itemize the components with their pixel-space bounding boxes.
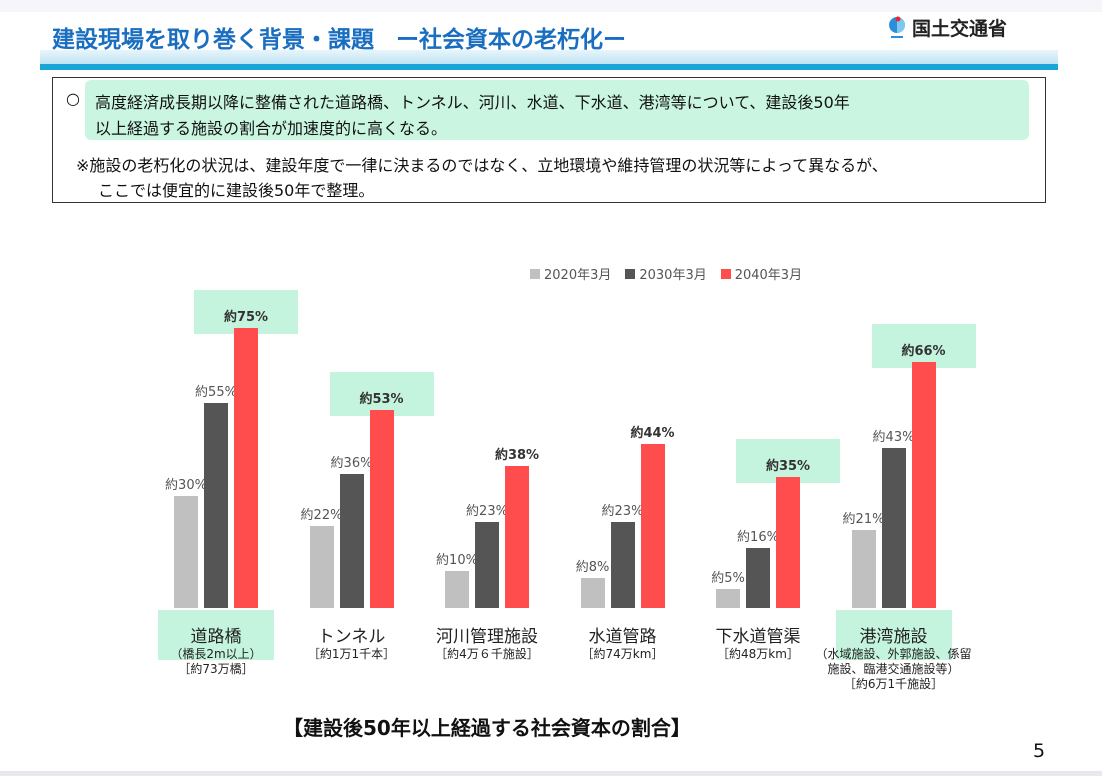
chart-title: 【建設後50年以上経過する社会資本の割合】: [283, 716, 691, 740]
bar-2030年3月: [746, 548, 770, 608]
value-label: 約30%: [165, 478, 207, 494]
bar-2040年3月: [911, 361, 936, 608]
title-sub: ー社会資本の老朽化ー: [396, 27, 626, 53]
category-detail: ［約74万km］: [581, 647, 664, 661]
bar-2040年3月: [776, 477, 800, 608]
label-highlight: [871, 323, 976, 368]
header-band: [40, 50, 1058, 64]
legend-item: 2040年3月: [720, 264, 803, 283]
legend-label: 2040年3月: [734, 268, 803, 283]
page-number: 5: [1033, 740, 1046, 762]
category-detail: ［約73万橋］: [178, 662, 254, 676]
bar-2020年3月: [716, 589, 740, 608]
ministry-name: 国土交通省: [912, 18, 1008, 40]
label-highlight: [194, 290, 298, 335]
top-strip: [0, 0, 1102, 12]
mlit-logo-icon: [889, 16, 905, 38]
value-label: 約66%: [901, 343, 946, 359]
title-main: 建設現場を取り巻く背景・課題: [52, 27, 374, 53]
legend-item: 2030年3月: [625, 264, 707, 283]
category-detail: ［約1万1千本］: [307, 647, 396, 661]
value-label: 約35%: [765, 459, 811, 475]
category-name: 河川管理施設: [435, 627, 538, 647]
label-highlight: [736, 439, 840, 484]
bar-2020年3月: [174, 496, 198, 608]
value-label: 約16%: [737, 530, 779, 546]
bar-2030年3月: [475, 522, 499, 608]
category-label: トンネル ［約1万1千本］: [308, 622, 395, 662]
bar-2040年3月: [369, 410, 394, 608]
bar-2030年3月: [881, 447, 906, 608]
category-detail: （橋長2m以上）: [170, 647, 262, 661]
value-label: 約21%: [842, 511, 885, 527]
category-detail: ［約48万km］: [717, 647, 799, 661]
bar-2030年3月: [204, 402, 228, 608]
value-label: 約8%: [575, 560, 610, 576]
category-name: 道路橋: [190, 627, 242, 647]
ministry-logo: 国土交通省: [888, 14, 1007, 41]
note-line-2: ここでは便宜的に建設後50年で整理。: [98, 181, 375, 200]
value-label: 約53%: [359, 392, 404, 408]
category-label: 河川管理施設 ［約4万６千施設］: [435, 622, 539, 662]
value-label: 約23%: [601, 504, 644, 520]
value-label: 約5%: [711, 571, 745, 587]
value-label: 約38%: [494, 448, 540, 464]
bar-2030年3月: [610, 522, 635, 608]
category-name: 港湾施設: [859, 627, 928, 647]
value-label: 約43%: [872, 429, 915, 445]
category-label: 港湾施設 （水域施設、外郭施設、係留 施設、臨港交通施設等） ［約6万1千施設］: [815, 622, 971, 692]
legend-swatch: [625, 268, 636, 279]
summary-line-2: 以上経過する施設の割合が加速度的に高くなる。: [95, 119, 448, 138]
bar-2040年3月: [234, 328, 258, 608]
category-detail: （水域施設、外郭施設、係留: [815, 647, 972, 661]
legend-item: 2020年3月: [530, 264, 611, 283]
category-detail: 施設、臨港交通施設等）: [827, 662, 960, 676]
legend-swatch: [720, 268, 731, 279]
bar-2020年3月: [309, 525, 334, 608]
category-name: 下水道管渠: [715, 627, 801, 647]
header-rule: [40, 64, 1058, 70]
note-line-1: ※施設の老朽化の状況は、建設年度で一律に決まるのではなく、立地環境や維持管理の状…: [76, 156, 888, 175]
category-highlight: [835, 610, 952, 660]
bullet: ○: [66, 89, 80, 108]
value-label: 約75%: [223, 310, 269, 326]
category-highlight: [158, 610, 274, 660]
value-label: 約10%: [436, 552, 478, 568]
category-detail: ［約4万６千施設］: [435, 647, 539, 661]
category-name: 水道管路: [588, 627, 657, 647]
value-label: 約55%: [195, 384, 237, 400]
value-label: 約22%: [300, 507, 343, 523]
category-label: 下水道管渠 ［約48万km］: [716, 622, 801, 662]
value-label: 約36%: [330, 455, 373, 471]
bar-2020年3月: [851, 529, 876, 608]
legend-label: 2030年3月: [639, 268, 707, 283]
bottom-strip: [0, 771, 1102, 776]
highlight-marker: [85, 80, 1029, 140]
bar-2030年3月: [339, 473, 364, 608]
summary-line-1: 高度経済成長期以降に整備された道路橋、トンネル、河川、水道、下水道、港湾等につい…: [95, 93, 850, 112]
chart-legend: 2020年3月 2030年3月 2040年3月: [530, 264, 802, 283]
category-label: 水道管路 ［約74万km］: [582, 622, 664, 662]
legend-swatch: [530, 268, 540, 279]
value-label: 約44%: [630, 425, 675, 441]
bar-2040年3月: [640, 443, 665, 608]
category-name: トンネル: [317, 627, 386, 647]
category-label: 道路橋 （橋長2m以上） ［約73万橋］: [170, 622, 261, 677]
label-highlight: [329, 372, 434, 417]
bar-2020年3月: [445, 570, 469, 608]
value-label: 約23%: [466, 504, 508, 520]
category-detail: ［約6万1千施設］: [843, 677, 944, 691]
slide-title: 建設現場を取り巻く背景・課題 ー社会資本の老朽化ー: [52, 20, 626, 54]
bar-2020年3月: [580, 578, 605, 608]
legend-label: 2020年3月: [544, 268, 612, 283]
summary-box: [52, 77, 1046, 203]
bar-2040年3月: [505, 466, 529, 608]
